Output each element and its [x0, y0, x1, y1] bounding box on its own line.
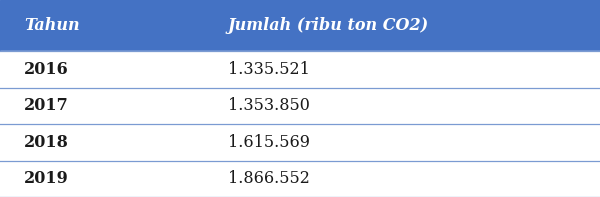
Text: 2017: 2017: [24, 97, 69, 114]
Text: 1.335.521: 1.335.521: [228, 61, 310, 78]
Text: 2018: 2018: [24, 134, 69, 151]
Text: Jumlah (ribu ton CO2): Jumlah (ribu ton CO2): [228, 17, 429, 34]
Bar: [0, 88, 600, 124]
Text: Tahun: Tahun: [24, 17, 80, 34]
Bar: [0, 0, 600, 51]
Text: 1.866.552: 1.866.552: [228, 170, 310, 187]
Bar: [0, 51, 600, 88]
Text: 2016: 2016: [24, 61, 69, 78]
Text: 1.615.569: 1.615.569: [228, 134, 310, 151]
Text: 2019: 2019: [24, 170, 69, 187]
Bar: [0, 161, 600, 197]
Bar: [0, 124, 600, 161]
Text: 1.353.850: 1.353.850: [228, 97, 310, 114]
